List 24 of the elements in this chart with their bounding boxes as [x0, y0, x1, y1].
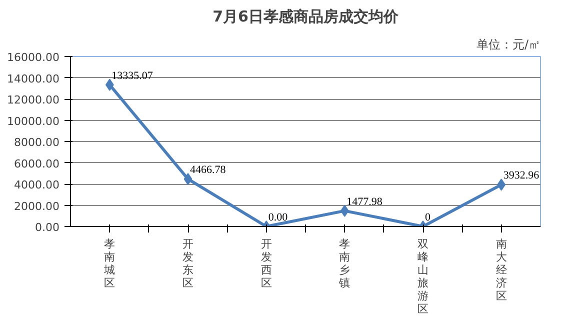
- y-tick-label: 14000.00: [7, 72, 60, 86]
- x-tick-label: 孝南乡镇: [338, 238, 350, 290]
- x-tick-label: 开发东区: [182, 238, 194, 290]
- data-label: 4466.78: [190, 164, 226, 176]
- data-label: 1477.98: [346, 196, 383, 208]
- chart-title: 7月6日孝感商品房成交均价: [212, 8, 400, 26]
- y-tick-label: 6000.00: [14, 157, 60, 170]
- data-label: 0.00: [268, 212, 288, 224]
- point: [184, 173, 192, 186]
- y-tick-label: 10000.00: [7, 114, 60, 128]
- y-tick-label: 12000.00: [7, 94, 60, 106]
- y-tick-label: 2000.00: [14, 200, 60, 213]
- y-tick-label: 8000.00: [14, 136, 60, 149]
- x-tick-label: 南大经济区: [496, 238, 507, 302]
- data-label: 0: [425, 212, 431, 224]
- data-label: 3932.96: [503, 170, 540, 182]
- y-tick-label: 16000.00: [7, 51, 60, 64]
- y-tick-label: 0.00: [35, 221, 60, 234]
- x-tick-label: 开发西区: [260, 238, 272, 290]
- text: 单位：元/㎡: [476, 38, 541, 52]
- x-tick-label: 双峰山旅游区: [418, 238, 428, 316]
- x-tick-label: 孝南城区: [103, 238, 116, 290]
- data-label: 13335.07: [112, 70, 154, 82]
- y-tick-label: 4000.00: [14, 178, 60, 192]
